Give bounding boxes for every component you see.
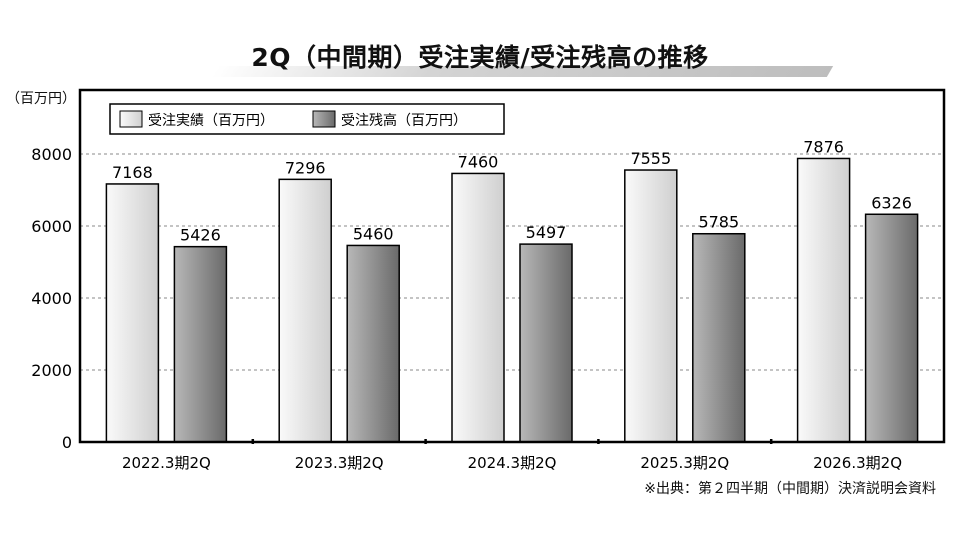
source-note: ※出典：第２四半期（中間期）決済説明会資料: [644, 481, 936, 497]
legend-swatch: [312, 110, 336, 128]
bar-value-label: 7460: [458, 152, 499, 171]
bar-value-label: 5785: [698, 213, 739, 232]
x-category-label: 2025.3期2Q: [640, 454, 729, 472]
bar-value-label: 5426: [180, 226, 221, 245]
bar-order-backlog: [346, 244, 400, 443]
bar-order-results: [624, 169, 678, 443]
y-tick-label: 2000: [31, 361, 72, 380]
plot-area-border: [78, 88, 946, 444]
x-category-label: 2022.3期2Q: [122, 454, 211, 472]
legend-box: [109, 103, 505, 135]
bar-order-results: [451, 172, 505, 443]
legend-swatch: [119, 110, 143, 128]
bar-value-label: 5497: [526, 223, 567, 242]
y-tick-label: 6000: [31, 217, 72, 236]
x-category-label: 2023.3期2Q: [295, 454, 384, 472]
bar-order-results: [105, 183, 160, 443]
legend: 受注実績（百万円） 受注残高（百万円）: [109, 103, 505, 135]
bar-order-backlog: [692, 232, 746, 443]
x-category-labels: 2022.3期2Q 2023.3期2Q 2024.3期2Q 2025.3期2Q 2026…: [122, 439, 902, 472]
bar-value-label: 6326: [871, 193, 912, 212]
y-axis-unit-label: （百万円）: [6, 91, 76, 107]
bar-order-results: [278, 178, 332, 443]
y-tick-label: 0: [62, 433, 72, 452]
bar-value-label: 5460: [353, 224, 394, 243]
y-tick-label: 4000: [31, 289, 72, 308]
legend-label: 受注残高（百万円）: [341, 112, 467, 129]
bars: 7168 5426 7296 5460 7460 5497 7555 5785 7876 6326: [105, 137, 919, 443]
bar-order-backlog: [864, 213, 919, 443]
y-tick-label: 8000: [31, 145, 72, 164]
bar-value-label: 7168: [112, 163, 153, 182]
bar-value-label: 7555: [630, 149, 671, 168]
bar-value-label: 7876: [803, 137, 844, 156]
bar-order-results: [796, 157, 851, 443]
x-category-label: 2026.3期2Q: [813, 454, 902, 472]
bar-order-backlog: [173, 245, 228, 443]
chart-title: 2Q（中間期）受注実績/受注残高の推移: [251, 43, 709, 72]
x-category-label: 2024.3期2Q: [468, 454, 557, 472]
y-tick-labels: 0 2000 4000 6000 8000: [31, 145, 72, 452]
bar-order-backlog: [519, 243, 573, 443]
legend-label: 受注実績（百万円）: [148, 113, 274, 129]
bar-value-label: 7296: [285, 158, 326, 177]
